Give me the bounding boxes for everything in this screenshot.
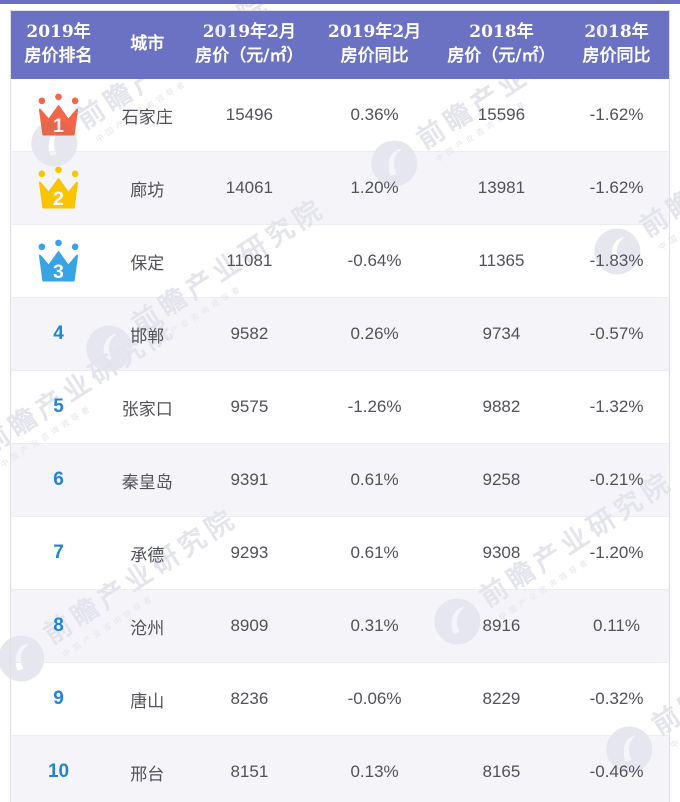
price-2018-value: 13981 — [438, 151, 565, 225]
price-2019-02-value: 9575 — [188, 370, 311, 444]
price-2018-value: 8165 — [438, 735, 565, 802]
table-row: 3 保定 11081 -0.64% 11365 -1.83% — [10, 224, 670, 298]
city-name: 承德 — [106, 516, 189, 590]
column-header-yoy-2019-02: 2019年2月 房价同比 — [310, 10, 439, 79]
crown-icon: 2 — [12, 166, 105, 211]
table-row: 4 邯郸 9582 0.26% 9734 -0.57% — [10, 297, 670, 371]
table-header: 2019年 房价排名 城市 2019年2月 房价（元/㎡） 2019年2月 房价同比 2… — [10, 10, 670, 79]
city-name: 沧州 — [106, 589, 189, 663]
column-header-price-2019-02: 2019年2月 房价（元/㎡） — [188, 10, 311, 79]
yoy-2019-02-value: 0.31% — [310, 589, 439, 663]
table-row: 5 张家口 9575 -1.26% 9882 -1.32% — [10, 370, 670, 444]
rank-number: 6 — [53, 469, 64, 490]
table-row: 2 廊坊 14061 1.20% 13981 -1.62% — [10, 151, 670, 225]
price-2019-02-value: 8236 — [188, 662, 311, 736]
yoy-2019-02-value: -0.06% — [310, 662, 439, 736]
price-2019-02-value: 14061 — [188, 151, 311, 225]
price-2019-02-value: 9391 — [188, 443, 311, 517]
rank-cell: 7 — [10, 516, 107, 590]
yoy-2018-value: -0.21% — [564, 443, 670, 517]
yoy-2019-02-value: 0.61% — [310, 443, 439, 517]
svg-text:3: 3 — [53, 261, 64, 283]
watermark-subtext: 中国产业咨询领导者 — [669, 683, 680, 751]
table-body: 1 石家庄 15496 0.36% 15596 -1.62% 2 廊坊 1406… — [10, 79, 670, 802]
price-2019-02-value: 8909 — [188, 589, 311, 663]
rank-number: 8 — [53, 615, 64, 636]
rank-number: 10 — [47, 761, 70, 782]
price-2019-02-value: 15496 — [188, 79, 311, 152]
price-2018-value: 9734 — [438, 297, 565, 371]
house-price-table: 2019年 房价排名 城市 2019年2月 房价（元/㎡） 2019年2月 房价同比 2… — [10, 10, 670, 802]
city-name: 石家庄 — [106, 79, 189, 152]
price-2019-02-value: 9582 — [188, 297, 311, 371]
price-2018-value: 9258 — [438, 443, 565, 517]
rank-number: 4 — [53, 323, 64, 344]
yoy-2018-value: -1.83% — [564, 224, 670, 298]
price-2018-value: 11365 — [438, 224, 565, 298]
column-header-rank-2019: 2019年 房价排名 — [10, 10, 107, 79]
rank-cell: 8 — [10, 589, 107, 663]
table-row: 7 承德 9293 0.61% 9308 -1.20% — [10, 516, 670, 590]
yoy-2018-value: -1.62% — [564, 79, 670, 152]
yoy-2018-value: -0.32% — [564, 662, 670, 736]
rank-cell: 5 — [10, 370, 107, 444]
city-name: 邯郸 — [106, 297, 189, 371]
rank-number: 5 — [53, 396, 64, 417]
rank-cell: 10 — [10, 735, 107, 802]
price-2019-02-value: 11081 — [188, 224, 311, 298]
city-name: 廊坊 — [106, 151, 189, 225]
yoy-2019-02-value: 0.13% — [310, 735, 439, 802]
yoy-2018-value: -1.62% — [564, 151, 670, 225]
city-name: 邢台 — [106, 735, 189, 802]
rank-cell: 9 — [10, 662, 107, 736]
city-name: 秦皇岛 — [106, 443, 189, 517]
rank-cell: 4 — [10, 297, 107, 371]
price-2018-value: 9308 — [438, 516, 565, 590]
rank-number: 7 — [53, 542, 64, 563]
price-2019-02-value: 9293 — [188, 516, 311, 590]
city-name: 唐山 — [106, 662, 189, 736]
price-2019-02-value: 8151 — [188, 735, 311, 802]
yoy-2019-02-value: 0.61% — [310, 516, 439, 590]
svg-text:1: 1 — [53, 115, 64, 137]
yoy-2019-02-value: 0.26% — [310, 297, 439, 371]
rank-cell: 2 — [10, 151, 107, 225]
city-name: 张家口 — [106, 370, 189, 444]
column-header-yoy-2018: 2018年 房价同比 — [564, 10, 670, 79]
yoy-2018-value: -1.20% — [564, 516, 670, 590]
yoy-2018-value: -1.32% — [564, 370, 670, 444]
top-accent-bar — [0, 0, 680, 4]
yoy-2019-02-value: -0.64% — [310, 224, 439, 298]
yoy-2019-02-value: -1.26% — [310, 370, 439, 444]
yoy-2018-value: 0.11% — [564, 589, 670, 663]
table-row: 10 邢台 8151 0.13% 8165 -0.46% — [10, 735, 670, 802]
rank-cell: 6 — [10, 443, 107, 517]
city-name: 保定 — [106, 224, 189, 298]
table-row: 1 石家庄 15496 0.36% 15596 -1.62% — [10, 79, 670, 152]
price-2018-value: 9882 — [438, 370, 565, 444]
price-2018-value: 8229 — [438, 662, 565, 736]
rank-cell: 1 — [10, 79, 107, 152]
header-row: 2019年 房价排名 城市 2019年2月 房价（元/㎡） 2019年2月 房价同比 2… — [10, 10, 670, 79]
svg-text:2: 2 — [53, 188, 64, 210]
price-2018-value: 15596 — [438, 79, 565, 152]
rank-cell: 3 — [10, 224, 107, 298]
price-2018-value: 8916 — [438, 589, 565, 663]
crown-icon: 3 — [12, 239, 105, 284]
table-row: 9 唐山 8236 -0.06% 8229 -0.32% — [10, 662, 670, 736]
yoy-2019-02-value: 1.20% — [310, 151, 439, 225]
yoy-2019-02-value: 0.36% — [310, 79, 439, 152]
column-header-city: 城市 — [106, 10, 189, 79]
crown-icon: 1 — [12, 93, 105, 138]
rank-number: 9 — [53, 688, 64, 709]
column-header-price-2018: 2018年 房价（元/㎡） — [438, 10, 565, 79]
yoy-2018-value: -0.57% — [564, 297, 670, 371]
table-row: 6 秦皇岛 9391 0.61% 9258 -0.21% — [10, 443, 670, 517]
yoy-2018-value: -0.46% — [564, 735, 670, 802]
table-row: 8 沧州 8909 0.31% 8916 0.11% — [10, 589, 670, 663]
